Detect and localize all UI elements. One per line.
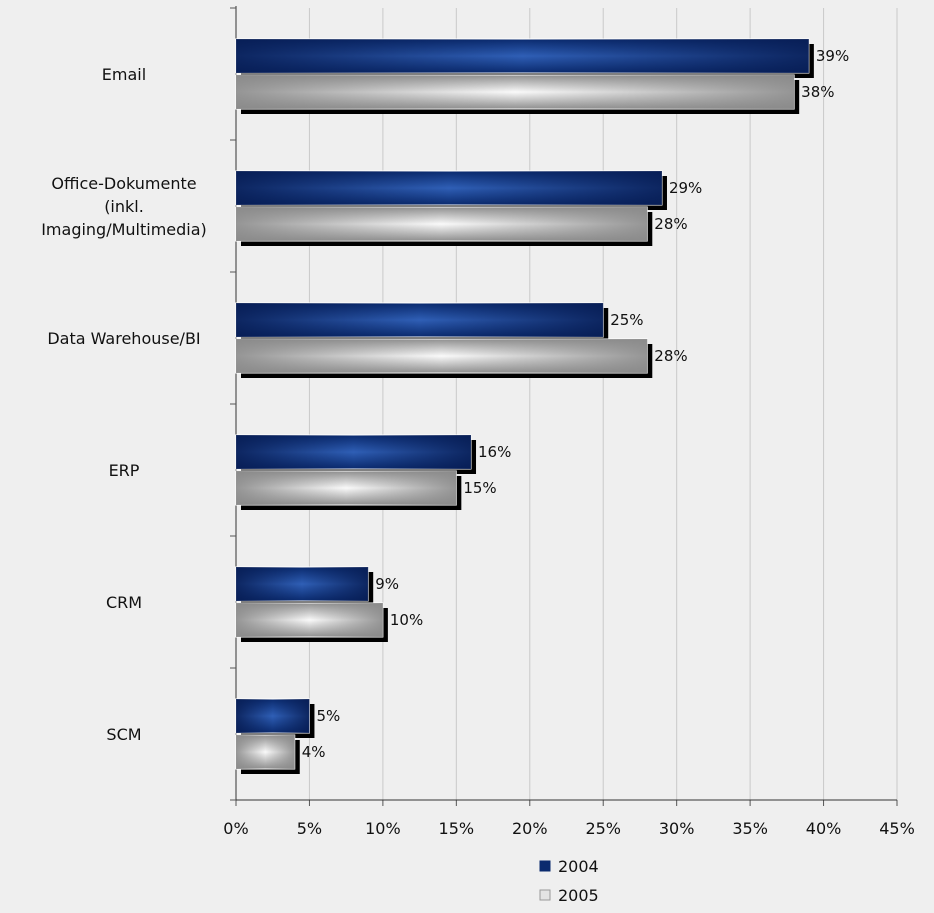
- category-label: Imaging/Multimedia): [41, 220, 207, 239]
- x-tick-label: 5%: [297, 819, 322, 838]
- x-tick-label: 20%: [512, 819, 548, 838]
- category-label: CRM: [106, 593, 142, 612]
- bar-shading: [236, 75, 795, 109]
- category-label: Data Warehouse/BI: [47, 329, 200, 348]
- data-label: 25%: [610, 311, 643, 329]
- bar-shading: [236, 339, 648, 373]
- x-tick-label: 25%: [585, 819, 621, 838]
- data-label: 5%: [316, 707, 340, 725]
- data-label: 29%: [669, 179, 702, 197]
- data-label: 4%: [302, 743, 326, 761]
- data-label: 9%: [375, 575, 399, 593]
- x-tick-label: 45%: [879, 819, 915, 838]
- legend-swatch: [539, 889, 551, 901]
- data-label: 38%: [801, 83, 834, 101]
- labels: 39% 38% Email 29% 28% Office-Dokumente (inkl. I…: [41, 47, 849, 761]
- x-tick-label: 35%: [732, 819, 768, 838]
- category-label: Office-Dokumente: [51, 174, 196, 193]
- x-tick-label: 30%: [659, 819, 695, 838]
- bar-shading: [236, 171, 662, 205]
- data-label: 39%: [816, 47, 849, 65]
- data-label: 10%: [390, 611, 423, 629]
- legend-swatch: [539, 860, 551, 872]
- bar-shading: [236, 699, 310, 733]
- bar-shading: [236, 471, 457, 505]
- category-label: SCM: [106, 725, 141, 744]
- x-tick-label: 15%: [439, 819, 475, 838]
- category-label: Email: [102, 65, 146, 84]
- bar-shading: [236, 207, 648, 241]
- bar-shading: [236, 735, 295, 769]
- data-label: 15%: [463, 479, 496, 497]
- bar-shading: [236, 567, 369, 601]
- data-label: 16%: [478, 443, 511, 461]
- legend-label: 2005: [558, 886, 599, 905]
- data-label: 28%: [654, 215, 687, 233]
- axes: 0% 5% 10% 15% 20% 25% 30% 35% 40% 45%: [223, 6, 915, 838]
- legend-label: 2004: [558, 857, 599, 876]
- bar-shading: [236, 303, 604, 337]
- x-tick-label: 0%: [223, 819, 248, 838]
- category-label: (inkl.: [104, 197, 144, 216]
- legend: 2004 2005: [539, 857, 599, 905]
- category-label: ERP: [109, 461, 140, 480]
- gridlines: [308, 8, 898, 800]
- bar-shading: [236, 435, 472, 469]
- x-tick-label: 10%: [365, 819, 401, 838]
- bar-shading: [236, 603, 383, 637]
- bars: [235, 38, 814, 774]
- bar-shading: [236, 39, 809, 73]
- x-tick-label: 40%: [806, 819, 842, 838]
- data-label: 28%: [654, 347, 687, 365]
